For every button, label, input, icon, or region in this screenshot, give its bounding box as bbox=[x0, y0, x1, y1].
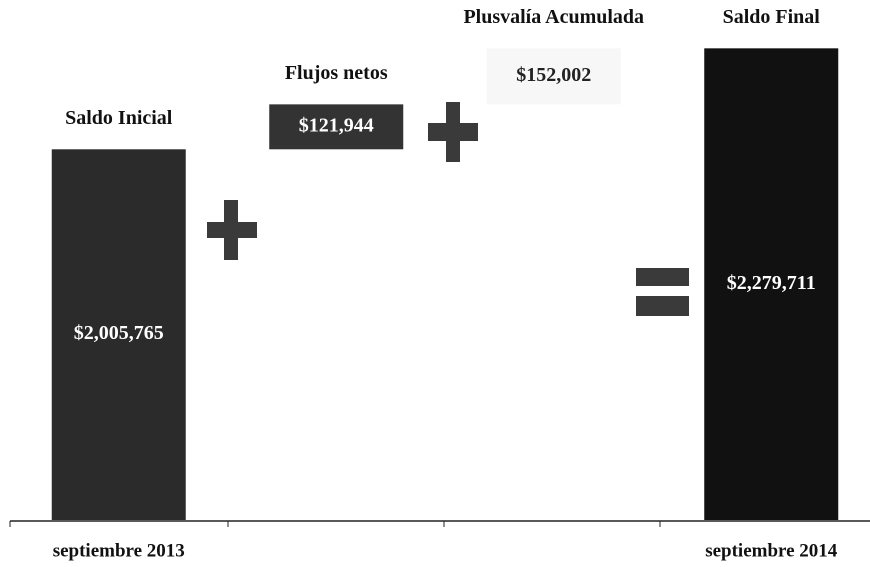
category-label: Saldo Final bbox=[723, 6, 821, 28]
value-label: $2,005,765 bbox=[74, 322, 164, 344]
value-label: $2,279,711 bbox=[727, 272, 816, 294]
plus-sign bbox=[428, 102, 478, 162]
x-label: septiembre 2013 bbox=[53, 540, 185, 561]
bar bbox=[269, 104, 404, 150]
category-label: Plusvalía Acumulada bbox=[463, 6, 644, 28]
category-label: Flujos netos bbox=[285, 62, 388, 84]
bar bbox=[51, 149, 186, 520]
x-label: septiembre 2014 bbox=[705, 540, 838, 561]
value-label: $152,002 bbox=[516, 64, 591, 86]
value-label: $121,944 bbox=[299, 114, 374, 136]
equals-sign bbox=[636, 268, 689, 316]
plus-sign bbox=[207, 200, 257, 260]
bar bbox=[486, 48, 621, 105]
bar bbox=[704, 48, 839, 521]
category-label: Saldo Inicial bbox=[65, 107, 173, 129]
